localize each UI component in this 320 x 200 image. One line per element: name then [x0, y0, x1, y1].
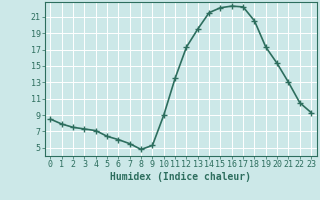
X-axis label: Humidex (Indice chaleur): Humidex (Indice chaleur): [110, 172, 251, 182]
